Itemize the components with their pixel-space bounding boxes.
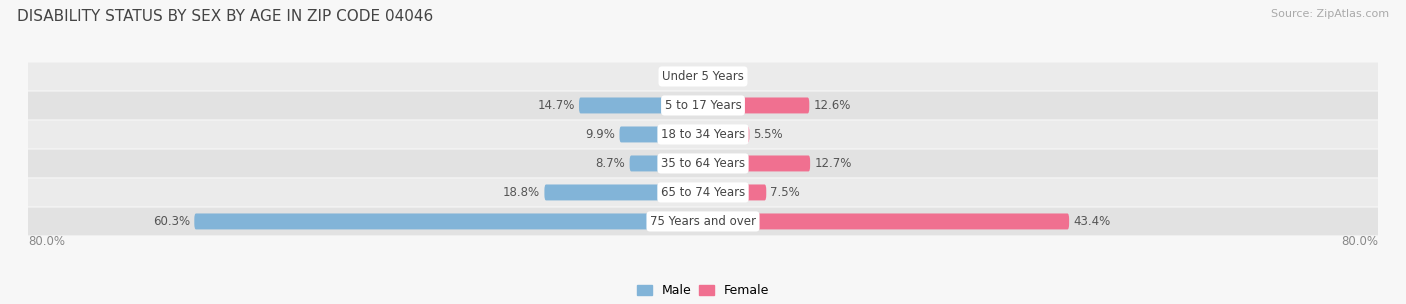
Text: 12.7%: 12.7% [814, 157, 852, 170]
FancyBboxPatch shape [20, 63, 1386, 90]
Text: Source: ZipAtlas.com: Source: ZipAtlas.com [1271, 9, 1389, 19]
Text: 18.8%: 18.8% [503, 186, 540, 199]
Text: 5 to 17 Years: 5 to 17 Years [665, 99, 741, 112]
Text: 0.0%: 0.0% [669, 70, 699, 83]
Text: DISABILITY STATUS BY SEX BY AGE IN ZIP CODE 04046: DISABILITY STATUS BY SEX BY AGE IN ZIP C… [17, 9, 433, 24]
FancyBboxPatch shape [544, 185, 703, 200]
Text: 12.6%: 12.6% [814, 99, 851, 112]
Text: 65 to 74 Years: 65 to 74 Years [661, 186, 745, 199]
Text: 9.9%: 9.9% [585, 128, 616, 141]
Text: 35 to 64 Years: 35 to 64 Years [661, 157, 745, 170]
FancyBboxPatch shape [579, 98, 703, 113]
FancyBboxPatch shape [703, 155, 810, 171]
Text: 43.4%: 43.4% [1073, 215, 1111, 228]
Text: 14.7%: 14.7% [537, 99, 575, 112]
Text: 8.7%: 8.7% [596, 157, 626, 170]
Text: 60.3%: 60.3% [153, 215, 190, 228]
FancyBboxPatch shape [20, 208, 1386, 235]
FancyBboxPatch shape [620, 126, 703, 143]
FancyBboxPatch shape [20, 92, 1386, 119]
Text: 5.5%: 5.5% [754, 128, 783, 141]
Text: 80.0%: 80.0% [28, 235, 65, 248]
FancyBboxPatch shape [703, 98, 810, 113]
FancyBboxPatch shape [20, 178, 1386, 206]
FancyBboxPatch shape [703, 185, 766, 200]
Text: 75 Years and over: 75 Years and over [650, 215, 756, 228]
Legend: Male, Female: Male, Female [637, 284, 769, 297]
FancyBboxPatch shape [703, 213, 1069, 230]
Text: 80.0%: 80.0% [1341, 235, 1378, 248]
FancyBboxPatch shape [703, 126, 749, 143]
Text: Under 5 Years: Under 5 Years [662, 70, 744, 83]
Text: 18 to 34 Years: 18 to 34 Years [661, 128, 745, 141]
Text: 0.0%: 0.0% [707, 70, 737, 83]
FancyBboxPatch shape [20, 150, 1386, 177]
FancyBboxPatch shape [194, 213, 703, 230]
FancyBboxPatch shape [20, 121, 1386, 148]
FancyBboxPatch shape [630, 155, 703, 171]
Text: 7.5%: 7.5% [770, 186, 800, 199]
